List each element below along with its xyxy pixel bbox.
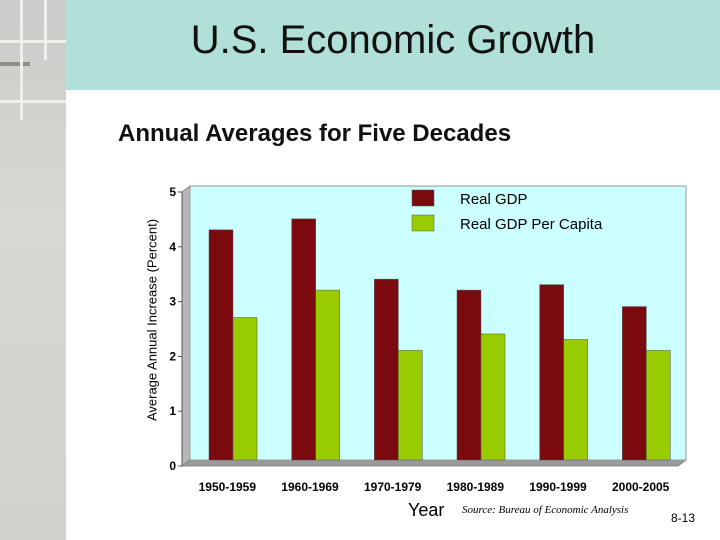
x-category-label: 1980-1989 xyxy=(447,480,505,494)
bar-real-gdp xyxy=(539,284,564,461)
plot-area xyxy=(189,185,687,461)
x-category-label: 1960-1969 xyxy=(281,480,339,494)
x-axis-label: Year xyxy=(408,500,445,520)
y-tick-label: 5 xyxy=(169,185,176,199)
bar-real-gdp-per-capita xyxy=(398,350,423,461)
legend-swatch xyxy=(411,214,435,232)
decor-frame-line xyxy=(0,40,66,43)
y-tick-label: 2 xyxy=(169,349,176,363)
title-band xyxy=(66,0,720,90)
source-note: Source: Bureau of Economic Analysis xyxy=(462,504,629,516)
slide-title: U.S. Economic Growth xyxy=(190,18,596,62)
bar-real-gdp-per-capita xyxy=(232,317,258,461)
bar-real-gdp-per-capita xyxy=(563,339,588,461)
decor-frame-line xyxy=(0,100,66,103)
bar-real-gdp-per-capita xyxy=(315,289,340,461)
x-category-label: 1990-1999 xyxy=(529,480,587,494)
decor-frame-line xyxy=(44,0,47,60)
legend-label: Real GDP Per Capita xyxy=(460,216,603,233)
bar-real-gdp-per-capita xyxy=(646,350,671,461)
y-tick-label: 3 xyxy=(169,295,176,309)
bar-real-gdp xyxy=(456,289,482,461)
legend-label: Real GDP xyxy=(460,191,528,208)
x-category-label: 2000-2005 xyxy=(612,480,670,494)
legend-swatch xyxy=(411,189,435,207)
y-tick-label: 0 xyxy=(169,459,176,473)
decor-frame-line xyxy=(20,0,23,120)
slide-number: 8-13 xyxy=(671,511,696,525)
plot-side-wall xyxy=(181,185,191,467)
bar-real-gdp xyxy=(374,278,399,461)
bar-real-gdp xyxy=(622,306,647,461)
y-tick-label: 4 xyxy=(169,240,176,254)
x-category-label: 1950-1959 xyxy=(199,480,257,494)
y-tick-label: 1 xyxy=(169,404,176,418)
bar-real-gdp-per-capita xyxy=(480,333,506,461)
bar-real-gdp xyxy=(291,218,316,461)
bar-real-gdp xyxy=(208,229,234,461)
plot-floor xyxy=(180,459,688,467)
x-category-label: 1970-1979 xyxy=(364,480,422,494)
decor-frame-line xyxy=(0,62,30,66)
chart-subtitle: Annual Averages for Five Decades xyxy=(118,120,512,147)
side-decor-panel xyxy=(0,0,66,540)
